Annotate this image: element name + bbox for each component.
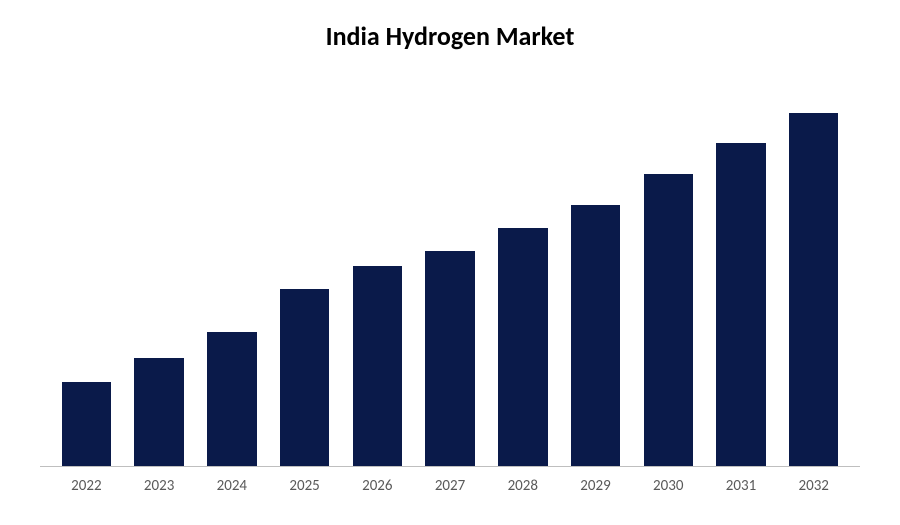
bar <box>571 205 620 466</box>
bar-wrapper <box>632 82 705 466</box>
bar <box>207 332 256 466</box>
bar-wrapper <box>123 82 196 466</box>
bar <box>62 382 111 466</box>
x-axis-label: 2031 <box>705 477 778 495</box>
bar-wrapper <box>268 82 341 466</box>
bar-wrapper <box>705 82 778 466</box>
x-axis-label: 2030 <box>632 477 705 495</box>
bar <box>716 143 765 466</box>
x-axis-label: 2028 <box>486 477 559 495</box>
chart-title: India Hydrogen Market <box>40 20 860 52</box>
chart-area: 2022202320242025202620272028202920302031… <box>40 82 860 495</box>
bar-wrapper <box>559 82 632 466</box>
x-axis-label: 2032 <box>777 477 850 495</box>
bar-wrapper <box>195 82 268 466</box>
bar <box>353 266 402 466</box>
bar-wrapper <box>777 82 850 466</box>
bar <box>280 289 329 466</box>
x-axis-label: 2022 <box>50 477 123 495</box>
x-axis-label: 2026 <box>341 477 414 495</box>
bar <box>644 174 693 466</box>
plot-area <box>40 82 860 467</box>
bar-wrapper <box>341 82 414 466</box>
x-axis-label: 2023 <box>123 477 196 495</box>
bar <box>425 251 474 466</box>
bar-wrapper <box>486 82 559 466</box>
bar <box>789 113 838 466</box>
bar <box>134 358 183 466</box>
bar-wrapper <box>50 82 123 466</box>
bar-wrapper <box>414 82 487 466</box>
x-axis-label: 2025 <box>268 477 341 495</box>
x-axis-label: 2027 <box>414 477 487 495</box>
bar <box>498 228 547 466</box>
x-axis-labels: 2022202320242025202620272028202920302031… <box>40 467 860 495</box>
x-axis-label: 2029 <box>559 477 632 495</box>
x-axis-label: 2024 <box>195 477 268 495</box>
